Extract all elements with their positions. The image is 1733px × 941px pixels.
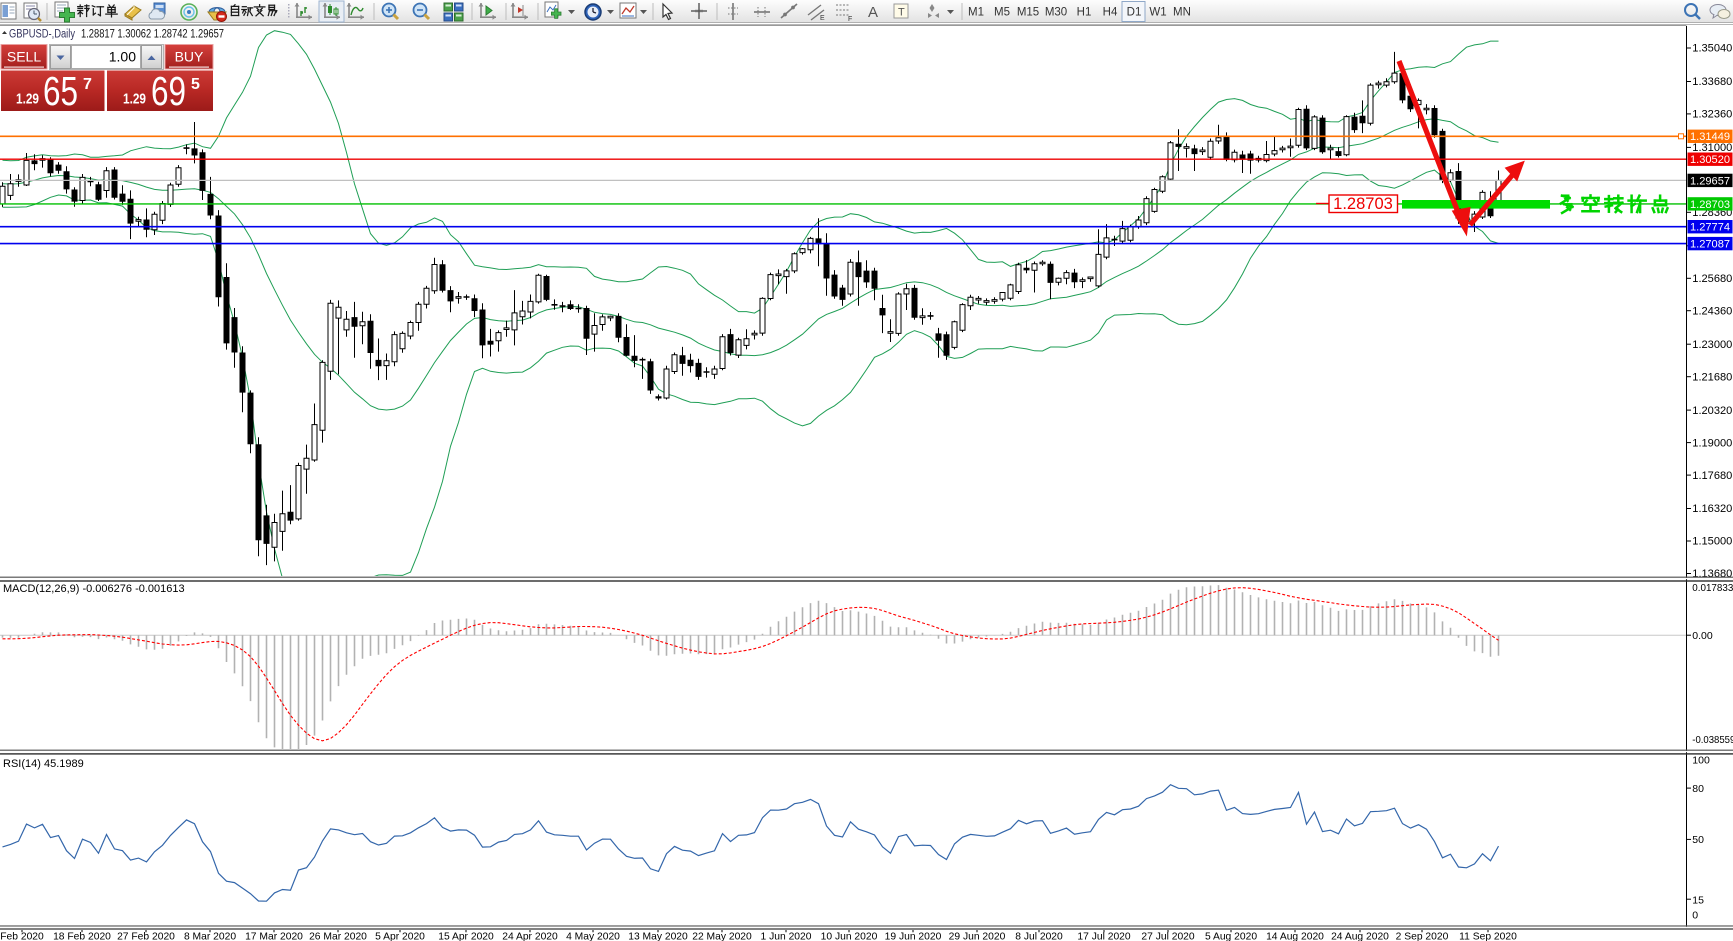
svg-text:M5: M5	[994, 7, 1010, 19]
svg-text:1.29: 1.29	[16, 91, 39, 108]
svg-text:100: 100	[1692, 754, 1710, 766]
svg-text:0.017833: 0.017833	[1692, 582, 1733, 594]
svg-text:1.31000: 1.31000	[1692, 142, 1732, 154]
svg-text:10 Jun 2020: 10 Jun 2020	[821, 932, 878, 941]
svg-text:1.17680: 1.17680	[1692, 470, 1732, 482]
svg-text:1 Jun 2020: 1 Jun 2020	[761, 932, 812, 941]
svg-text:1.16320: 1.16320	[1692, 503, 1732, 515]
svg-text:1.27774: 1.27774	[1690, 222, 1730, 234]
svg-text:14 Aug 2020: 14 Aug 2020	[1266, 932, 1324, 941]
svg-text:1.21680: 1.21680	[1692, 371, 1732, 383]
svg-text:80: 80	[1692, 783, 1704, 795]
svg-text:1.30520: 1.30520	[1690, 154, 1730, 166]
svg-text:W1: W1	[1149, 7, 1166, 19]
svg-text:T: T	[898, 7, 905, 19]
svg-text:5 Apr 2020: 5 Apr 2020	[375, 932, 425, 941]
svg-text:1.25680: 1.25680	[1692, 273, 1732, 285]
svg-text:1.31449: 1.31449	[1690, 131, 1730, 143]
svg-text:27 Feb 2020: 27 Feb 2020	[117, 932, 175, 941]
svg-text:27 Jul 2020: 27 Jul 2020	[1141, 932, 1195, 941]
svg-text:24 Apr 2020: 24 Apr 2020	[502, 932, 558, 941]
svg-text:1.32360: 1.32360	[1692, 109, 1732, 121]
svg-text:1.23000: 1.23000	[1692, 339, 1732, 351]
svg-text:1.28817 1.30062 1.28742 1.2965: 1.28817 1.30062 1.28742 1.29657	[81, 29, 224, 41]
svg-text:15: 15	[1692, 894, 1704, 906]
svg-text:7: 7	[83, 76, 92, 93]
svg-text:0: 0	[1692, 910, 1698, 922]
svg-text:Feb 2020: Feb 2020	[0, 932, 44, 941]
svg-text:GBPUSD-,Daily: GBPUSD-,Daily	[9, 29, 75, 41]
svg-text:M1: M1	[968, 7, 984, 19]
svg-text:E: E	[820, 15, 825, 22]
svg-text:4 May 2020: 4 May 2020	[566, 932, 620, 941]
svg-text:1.28703: 1.28703	[1690, 199, 1730, 211]
svg-text:M15: M15	[1017, 7, 1039, 19]
svg-text:H1: H1	[1077, 7, 1092, 19]
svg-text:18 Feb 2020: 18 Feb 2020	[53, 932, 111, 941]
svg-text:29 Jun 2020: 29 Jun 2020	[949, 932, 1006, 941]
svg-text:1.33680: 1.33680	[1692, 76, 1732, 88]
svg-text:69: 69	[151, 68, 186, 114]
svg-text:8 Mar 2020: 8 Mar 2020	[184, 932, 236, 941]
svg-text:H4: H4	[1103, 7, 1118, 19]
svg-text:MACD(12,26,9) -0.006276 -0.001: MACD(12,26,9) -0.006276 -0.001613	[3, 583, 185, 595]
svg-text:F: F	[848, 16, 852, 23]
svg-text:1.20320: 1.20320	[1692, 405, 1732, 417]
svg-text:22 May 2020: 22 May 2020	[692, 932, 752, 941]
svg-text:65: 65	[43, 68, 78, 114]
svg-text:1.15000: 1.15000	[1692, 536, 1732, 548]
svg-text:SELL: SELL	[7, 49, 41, 65]
svg-text:RSI(14) 45.1989: RSI(14) 45.1989	[3, 758, 84, 770]
svg-text:11 Sep 2020: 11 Sep 2020	[1459, 932, 1517, 941]
svg-text:1.29657: 1.29657	[1690, 175, 1730, 187]
svg-text:50: 50	[1692, 834, 1704, 846]
svg-text:15 Apr 2020: 15 Apr 2020	[438, 932, 494, 941]
svg-text:8 Jul 2020: 8 Jul 2020	[1015, 932, 1063, 941]
svg-text:1.28703: 1.28703	[1333, 195, 1393, 213]
svg-text:5 Aug 2020: 5 Aug 2020	[1205, 932, 1257, 941]
svg-text:1.00: 1.00	[109, 49, 136, 65]
svg-text:19 Jun 2020: 19 Jun 2020	[885, 932, 942, 941]
svg-text:1.29: 1.29	[123, 91, 146, 108]
svg-text:1.24360: 1.24360	[1692, 305, 1732, 317]
svg-text:26 Mar 2020: 26 Mar 2020	[309, 932, 367, 941]
svg-text:1.19000: 1.19000	[1692, 437, 1732, 449]
svg-text:17 Jul 2020: 17 Jul 2020	[1077, 932, 1131, 941]
svg-text:M30: M30	[1045, 7, 1067, 19]
svg-text:5: 5	[191, 76, 200, 93]
svg-text:A: A	[868, 4, 878, 21]
svg-text:2 Sep 2020: 2 Sep 2020	[1396, 932, 1449, 941]
svg-text:17 Mar 2020: 17 Mar 2020	[245, 932, 303, 941]
svg-text:MN: MN	[1173, 7, 1191, 19]
svg-text:1.27087: 1.27087	[1690, 239, 1730, 251]
svg-text:0.00: 0.00	[1692, 630, 1713, 642]
svg-text:D1: D1	[1127, 7, 1142, 19]
svg-text:13 May 2020: 13 May 2020	[628, 932, 688, 941]
svg-text:1.35040: 1.35040	[1692, 43, 1732, 55]
svg-text:BUY: BUY	[175, 49, 204, 65]
svg-text:24 Aug 2020: 24 Aug 2020	[1331, 932, 1389, 941]
svg-text:-0.038559: -0.038559	[1692, 734, 1733, 746]
